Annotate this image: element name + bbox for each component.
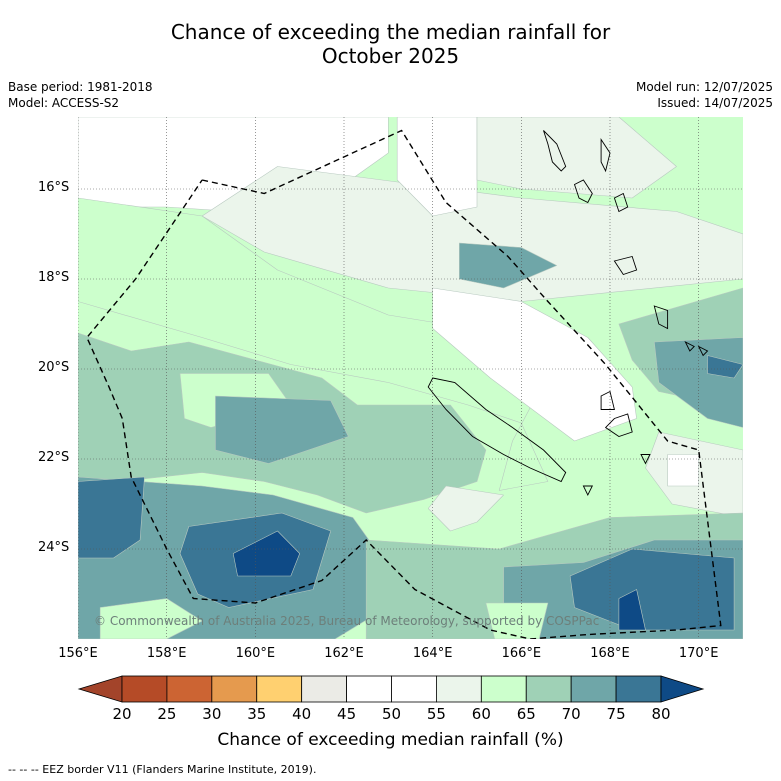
lon-tick-label: 166°E (501, 646, 542, 661)
contour-region-60-65 (99, 598, 203, 639)
lon-tick-label: 162°E (324, 646, 364, 661)
colorbar-swatch (121, 675, 168, 703)
contour-region-55-60 (201, 166, 743, 302)
colorbar-tick-label: 35 (247, 705, 267, 723)
title-line-1: Chance of exceeding the median rainfall … (170, 20, 611, 44)
colorbar-low-extension (77, 675, 123, 703)
island-coastline (600, 137, 611, 173)
copyright-notice: © Commonwealth of Australia 2025, Bureau… (94, 614, 600, 628)
colorbar-tick-label: 80 (651, 705, 671, 723)
colorbar-swatch (570, 675, 617, 703)
meta-right: Model run: 12/07/2025 Issued: 14/07/2025 (636, 79, 773, 111)
lat-tick-label: 20°S (38, 360, 70, 375)
island-coastline (613, 192, 629, 213)
colorbar-high-extension (660, 675, 705, 703)
colorbar-tick-label: 75 (606, 705, 626, 723)
title-line-2: October 2025 (321, 44, 460, 68)
colorbar-swatch (301, 675, 347, 703)
colorbar-tick-label: 60 (471, 705, 491, 723)
lat-tick-label: 18°S (38, 270, 70, 285)
lat-tick-label: 22°S (38, 450, 70, 465)
lon-tick-label: 158°E (146, 646, 187, 661)
island-coastline (684, 340, 695, 352)
model-name: Model: ACCESS-S2 (8, 96, 120, 110)
contour-region-80+ (618, 589, 646, 631)
meta-left: Base period: 1981-2018 Model: ACCESS-S2 (8, 79, 153, 111)
contour-region-50-55 (396, 117, 478, 217)
island-coastline (582, 485, 594, 497)
chart-title: Chance of exceeding the median rainfall … (0, 20, 781, 68)
lon-tick-label: 156°E (58, 646, 98, 661)
issued-date: Issued: 14/07/2025 (657, 96, 773, 110)
island-coastline (427, 377, 567, 483)
island-coastline (640, 454, 651, 465)
colorbar-tick-label: 30 (202, 705, 222, 723)
colorbar-label: Chance of exceeding median rainfall (%) (217, 730, 564, 750)
colorbar-tick-label: 65 (516, 705, 536, 723)
colorbar-swatch (615, 675, 662, 703)
contour-region-80+ (232, 530, 301, 577)
colorbar-tick-label: 55 (426, 705, 446, 723)
colorbar-swatch (256, 675, 303, 703)
base-period: Base period: 1981-2018 (8, 80, 153, 94)
island-coastline (697, 345, 709, 357)
colorbar-swatch (525, 675, 572, 703)
colorbar-swatch (391, 675, 437, 703)
colorbar-swatch (346, 675, 392, 703)
island-coastline (600, 390, 615, 410)
colorbar-tick-label: 25 (157, 705, 177, 723)
colorbar-tick-label: 50 (381, 705, 402, 723)
lon-tick-label: 168°E (590, 646, 630, 661)
contour-region-55-60 (427, 485, 504, 532)
island-coastline (573, 179, 593, 204)
colorbar-tick-label: 45 (337, 705, 357, 723)
colorbar-tick-label: 40 (292, 705, 312, 723)
lon-tick-label: 164°E (412, 646, 453, 661)
eez-border (86, 129, 722, 639)
colorbar-swatch (436, 675, 482, 703)
contour-region-50-55 (432, 287, 637, 442)
colorbar-tick-label: 20 (112, 705, 132, 723)
colorbar-swatch (211, 675, 258, 703)
lon-tick-label: 170°E (678, 646, 719, 661)
contour-region-60-65 (78, 197, 549, 491)
lat-tick-label: 24°S (38, 540, 70, 555)
contour-region-60-65 (485, 602, 549, 639)
island-coastline (543, 130, 567, 172)
model-run: Model run: 12/07/2025 (635, 80, 773, 94)
lat-tick-label: 16°S (38, 180, 70, 195)
contour-region-70-75 (215, 395, 349, 464)
island-coastline (613, 255, 638, 276)
colorbar-tick-label: 70 (561, 705, 581, 723)
island-coastline (604, 413, 633, 437)
contour-region-55-60 (476, 117, 677, 199)
contour-region-75-80 (569, 548, 735, 631)
eez-legend: -- -- -- EEZ border V11 (Flanders Marine… (8, 763, 317, 776)
contour-region-70-75 (458, 242, 558, 289)
lon-tick-label: 160°E (235, 646, 276, 661)
colorbar-swatch (480, 675, 527, 703)
contour-region-75-80 (707, 355, 743, 379)
colorbar-swatch (166, 675, 213, 703)
island-coastline (653, 305, 669, 330)
